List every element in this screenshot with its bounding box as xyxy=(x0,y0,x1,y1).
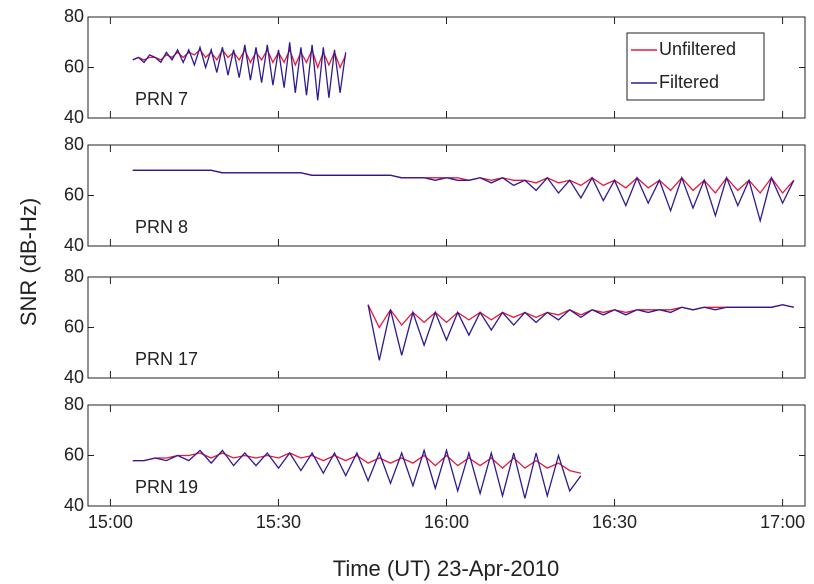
x-tick-label: 16:30 xyxy=(592,512,637,532)
y-axis-label: SNR (dB-Hz) xyxy=(16,198,41,326)
y-tick-label: 80 xyxy=(64,134,84,154)
x-tick-label: 15:00 xyxy=(88,512,133,532)
series-line xyxy=(132,452,582,474)
x-axis-label: Time (UT) 23-Apr-2010 xyxy=(333,556,560,581)
x-tick-label: 16:00 xyxy=(424,512,469,532)
series-line xyxy=(132,169,795,224)
y-tick-label: 80 xyxy=(64,394,84,414)
y-tick-label: 80 xyxy=(64,6,84,26)
y-tick-label: 60 xyxy=(64,444,84,464)
series-line xyxy=(132,42,347,101)
x-tick-label: 17:00 xyxy=(760,512,805,532)
panel-label: PRN 17 xyxy=(135,349,198,369)
series-line xyxy=(367,304,794,361)
x-tick-label: 15:30 xyxy=(256,512,301,532)
legend-label: Filtered xyxy=(659,72,719,92)
y-tick-label: 60 xyxy=(64,56,84,76)
y-tick-label: 40 xyxy=(64,107,84,127)
y-tick-label: 60 xyxy=(64,184,84,204)
y-tick-label: 40 xyxy=(64,235,84,255)
series-line xyxy=(132,169,795,195)
legend-label: Unfiltered xyxy=(659,39,736,59)
panel-label: PRN 7 xyxy=(135,89,188,109)
series-line xyxy=(367,304,794,329)
y-tick-label: 40 xyxy=(64,367,84,387)
y-tick-label: 60 xyxy=(64,316,84,336)
series-line xyxy=(132,448,582,499)
legend: Unfiltered Filtered xyxy=(626,32,765,101)
legend-box xyxy=(626,32,765,101)
y-tick-label: 40 xyxy=(64,495,84,515)
panel-label: PRN 19 xyxy=(135,477,198,497)
panel-label: PRN 8 xyxy=(135,217,188,237)
y-tick-label: 80 xyxy=(64,266,84,286)
